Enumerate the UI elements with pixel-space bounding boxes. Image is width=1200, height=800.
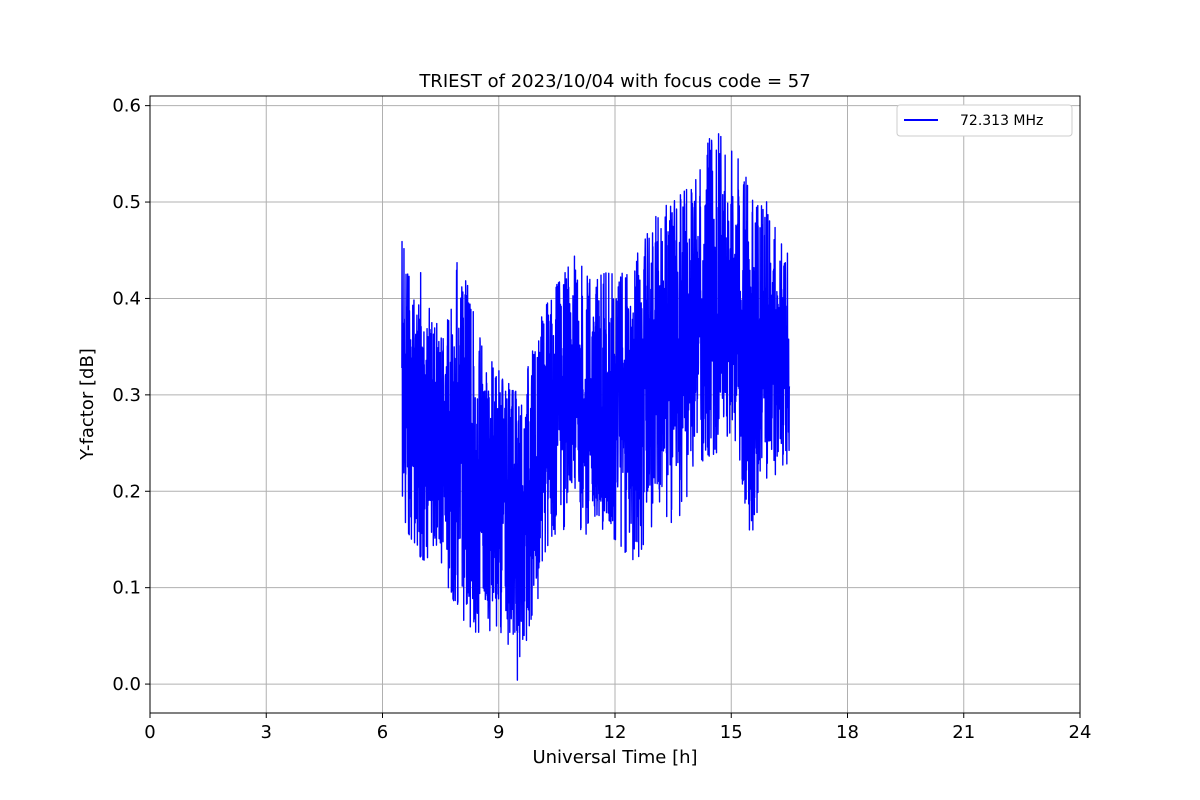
y-tick-label: 0.3 <box>112 385 141 406</box>
legend-box <box>896 104 1073 137</box>
y-tick-label: 0.1 <box>112 578 141 599</box>
y-tick-label: 0.0 <box>112 674 141 695</box>
y-tick-label: 0.6 <box>112 96 141 117</box>
x-tick-label: 18 <box>836 722 859 743</box>
y-axis-label: Y-factor [dB] <box>77 348 98 461</box>
x-tick-label: 15 <box>720 722 743 743</box>
series-layer <box>401 133 791 681</box>
y-tick-label: 0.2 <box>112 481 141 502</box>
legend: 72.313 MHz <box>896 104 1073 137</box>
x-tick-label: 9 <box>493 722 504 743</box>
y-tick-label: 0.5 <box>112 192 141 213</box>
legend-label: 72.313 MHz <box>960 113 1043 129</box>
x-tick-label: 12 <box>604 722 627 743</box>
chart-title: TRIEST of 2023/10/04 with focus code = 5… <box>418 71 810 92</box>
x-tick-label: 21 <box>952 722 975 743</box>
series-line-72-313-mhz <box>401 133 791 681</box>
x-tick-label: 24 <box>1069 722 1092 743</box>
x-tick-label: 3 <box>261 722 272 743</box>
x-axis-label: Universal Time [h] <box>532 747 697 768</box>
ticks: 0 3 6 9 12 15 18 21 24 0.0 0.1 0.2 0.3 0.4 0.5 0.6 <box>112 96 1091 743</box>
x-tick-label: 0 <box>144 722 155 743</box>
y-tick-label: 0.4 <box>112 288 141 309</box>
x-tick-label: 6 <box>377 722 388 743</box>
